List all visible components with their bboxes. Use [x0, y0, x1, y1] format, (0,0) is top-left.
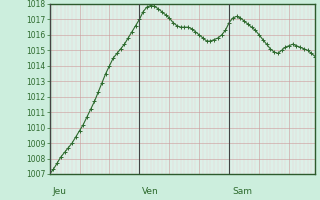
Text: Sam: Sam	[232, 186, 252, 196]
Text: Jeu: Jeu	[52, 186, 66, 196]
Text: Ven: Ven	[142, 186, 159, 196]
